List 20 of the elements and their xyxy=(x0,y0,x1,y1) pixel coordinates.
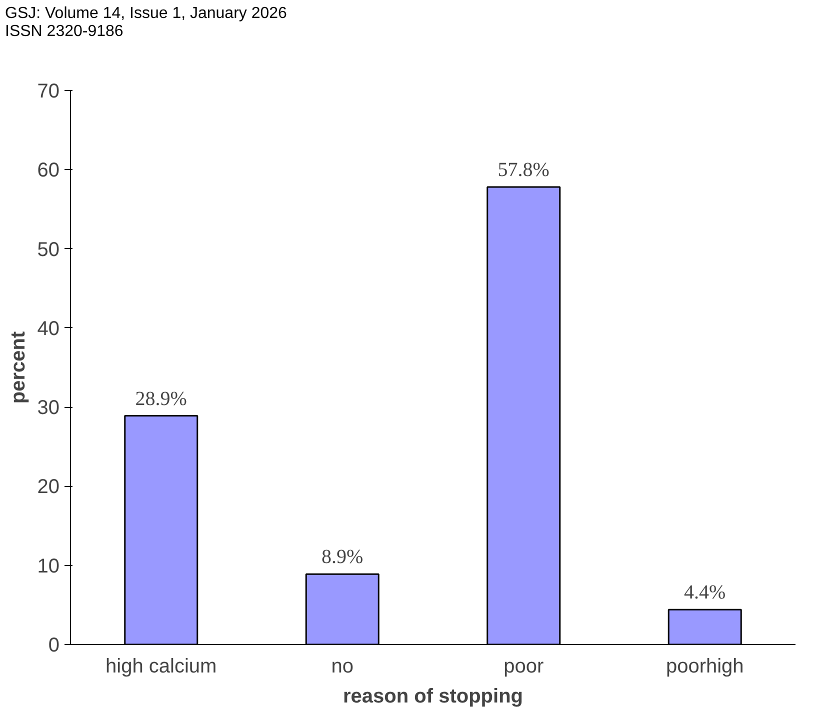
x-tick-label: poorhigh xyxy=(666,656,744,678)
text: ISSN 2320-9186 xyxy=(5,23,124,40)
y-tick-label: 70 xyxy=(37,80,60,102)
y-tick-label: 0 xyxy=(48,634,60,656)
y-tick-label: 30 xyxy=(37,397,60,420)
y-tick-label: 50 xyxy=(37,238,60,261)
x-axis-title: reason of stopping xyxy=(343,686,523,708)
text: GSJ: Volume 14, Issue 1, January 2026 xyxy=(5,5,287,22)
x-tick-label: high calcium xyxy=(106,656,217,678)
y-tick-label: 10 xyxy=(37,555,60,578)
y-tick-label: 60 xyxy=(37,160,60,182)
y-axis-title: percent xyxy=(7,331,30,404)
x-tick-label: no xyxy=(331,656,354,678)
y-tick-label: 40 xyxy=(37,318,60,340)
data-label: 4.4% xyxy=(684,582,726,604)
data-label: 28.9% xyxy=(135,388,187,410)
x-tick-label: poor xyxy=(504,656,544,678)
data-label: 8.9% xyxy=(322,546,364,568)
y-tick-label: 20 xyxy=(37,476,60,498)
data-label: 57.8% xyxy=(498,159,550,182)
